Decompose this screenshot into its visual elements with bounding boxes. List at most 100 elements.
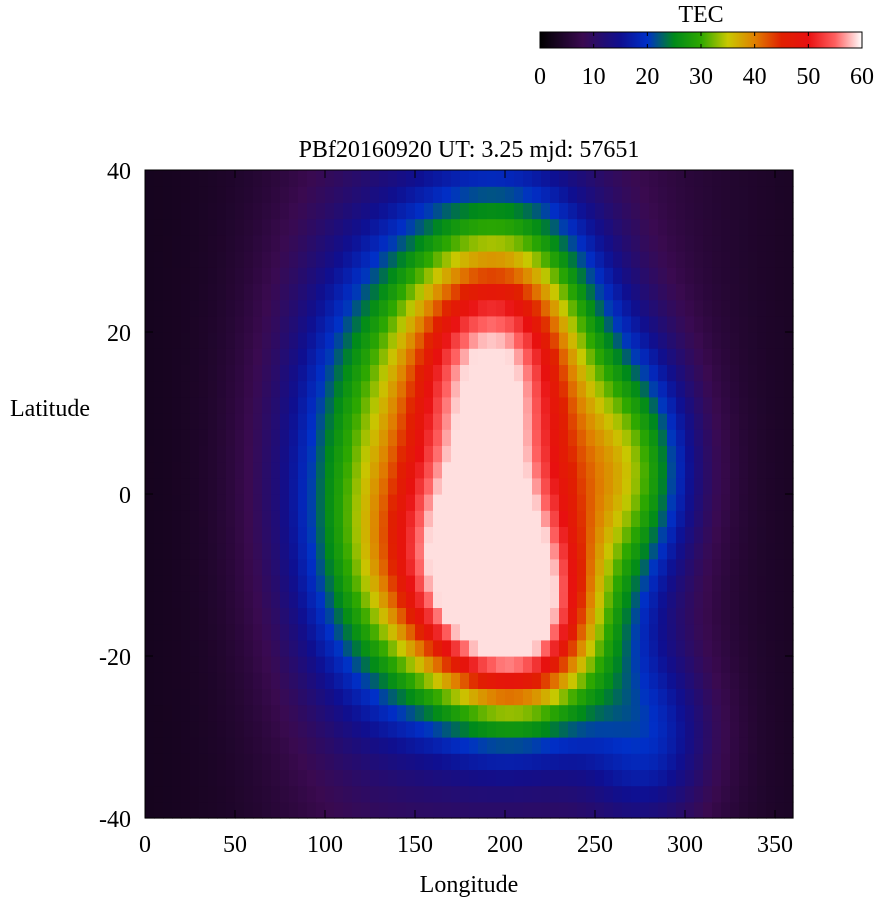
heatmap-cell xyxy=(784,445,794,463)
heatmap-cell xyxy=(604,477,614,495)
heatmap-cell xyxy=(658,785,668,803)
heatmap-cell xyxy=(784,672,794,689)
heatmap-cell xyxy=(325,769,335,787)
heatmap-cell xyxy=(244,380,254,398)
heatmap-cell xyxy=(775,251,785,268)
heatmap-cell xyxy=(739,656,749,673)
heatmap-cell xyxy=(478,607,488,625)
heatmap-cell xyxy=(784,283,794,301)
heatmap-cell xyxy=(514,364,524,382)
heatmap-cell xyxy=(262,656,272,673)
heatmap-cell xyxy=(730,429,740,446)
heatmap-cell xyxy=(442,494,452,511)
heatmap-cell xyxy=(487,510,497,527)
heatmap-cell xyxy=(334,801,344,819)
heatmap-cell xyxy=(460,542,470,560)
heatmap-cell xyxy=(424,672,434,689)
heatmap-cell xyxy=(658,704,668,722)
heatmap-cell xyxy=(523,267,533,284)
heatmap-cell xyxy=(577,591,587,608)
heatmap-cell xyxy=(577,429,587,446)
heatmap-cell xyxy=(739,364,749,382)
heatmap-cell xyxy=(262,413,272,430)
heatmap-cell xyxy=(262,623,272,641)
heatmap-cell xyxy=(145,170,155,187)
heatmap-cell xyxy=(703,477,713,495)
heatmap-cell xyxy=(469,639,479,657)
heatmap-cell xyxy=(433,801,443,819)
heatmap-cell xyxy=(577,364,587,382)
heatmap-cell xyxy=(145,445,155,463)
heatmap-cell xyxy=(631,380,641,398)
heatmap-cell xyxy=(217,510,227,527)
heatmap-cell xyxy=(370,202,380,220)
heatmap-cell xyxy=(685,299,695,317)
heatmap-cell xyxy=(217,737,227,754)
heatmap-cell xyxy=(514,461,524,479)
heatmap-cell xyxy=(460,785,470,803)
heatmap-cell xyxy=(721,607,731,625)
heatmap-cell xyxy=(154,688,164,706)
heatmap-cell xyxy=(280,348,290,365)
heatmap-cell xyxy=(469,332,479,349)
heatmap-cell xyxy=(478,299,488,317)
heatmap-cell xyxy=(415,348,425,365)
heatmap-cell xyxy=(649,607,659,625)
heatmap-cell xyxy=(388,380,398,398)
heatmap-cell xyxy=(739,688,749,706)
heatmap-cell xyxy=(235,429,245,446)
heatmap-cell xyxy=(469,283,479,301)
heatmap-cell xyxy=(622,461,632,479)
heatmap-cell xyxy=(442,202,452,220)
heatmap-cell xyxy=(352,413,362,430)
heatmap-cell xyxy=(334,315,344,333)
heatmap-cell xyxy=(154,413,164,430)
heatmap-cell xyxy=(784,801,794,819)
heatmap-cell xyxy=(361,332,371,349)
heatmap-cell xyxy=(658,720,668,738)
heatmap-cell xyxy=(442,575,452,592)
heatmap-cell xyxy=(469,380,479,398)
heatmap-cell xyxy=(280,558,290,576)
heatmap-cell xyxy=(757,591,767,608)
heatmap-cell xyxy=(271,251,281,268)
heatmap-cell xyxy=(415,234,425,252)
heatmap-cell xyxy=(370,688,380,706)
heatmap-cell xyxy=(316,785,326,803)
heatmap-cell xyxy=(289,672,299,689)
heatmap-cell xyxy=(505,591,515,608)
heatmap-cell xyxy=(316,510,326,527)
heatmap-cell xyxy=(424,656,434,673)
heatmap-cell xyxy=(433,769,443,787)
heatmap-cell xyxy=(163,267,173,284)
heatmap-cell xyxy=(658,380,668,398)
heatmap-cell xyxy=(730,656,740,673)
heatmap-cell xyxy=(748,688,758,706)
heatmap-cell xyxy=(586,251,596,268)
heatmap-cell xyxy=(721,364,731,382)
heatmap-cell xyxy=(550,542,560,560)
heatmap-cell xyxy=(253,477,263,495)
heatmap-cell xyxy=(334,218,344,236)
heatmap-cell xyxy=(712,332,722,349)
heatmap-cell xyxy=(406,380,416,398)
heatmap-cell xyxy=(730,785,740,803)
heatmap-cell xyxy=(766,753,776,770)
heatmap-cell xyxy=(523,186,533,203)
heatmap-cell xyxy=(766,413,776,430)
heatmap-cell xyxy=(388,591,398,608)
heatmap-cell xyxy=(361,656,371,673)
heatmap-cell xyxy=(703,704,713,722)
heatmap-cell xyxy=(676,251,686,268)
heatmap-cell xyxy=(622,332,632,349)
heatmap-cell xyxy=(289,558,299,576)
heatmap-cell xyxy=(172,202,182,220)
heatmap-cell xyxy=(451,364,461,382)
heatmap-cell xyxy=(595,251,605,268)
heatmap-cell xyxy=(577,769,587,787)
heatmap-cell xyxy=(622,477,632,495)
heatmap-cell xyxy=(154,801,164,819)
heatmap-cell xyxy=(298,315,308,333)
heatmap-cell xyxy=(451,251,461,268)
heatmap-cell xyxy=(640,510,650,527)
